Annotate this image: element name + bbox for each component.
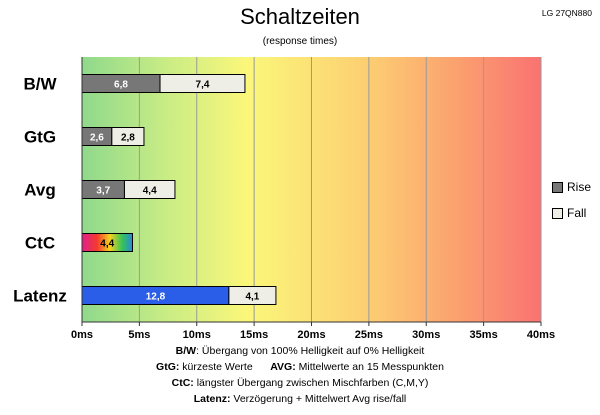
x-tick-label: 25ms [355,329,383,341]
x-tick-label: 20ms [297,329,325,341]
value-label-fall-avg: 4,4 [143,186,157,197]
note-ctc: CtC: längster Übergang zwischen Mischfar… [171,377,429,389]
x-tick-label: 0ms [71,329,93,341]
value-label-fall-bw: 7,4 [196,80,210,91]
legend-label-fall: Fall [567,206,587,220]
legend-item-fall: Fall [552,206,586,220]
value-label-rise-gtg: 2,6 [90,133,104,144]
bar-fall-latenz [228,286,277,305]
value-label-rise-bw: 6,8 [114,80,128,91]
legend-item-rise: Rise [552,180,591,194]
category-label: Latenz [13,287,67,306]
chart-canvas: 6,8 7,4 2,6 2,8 3,7 4,4 4,4 12,8 4,1 B/W GtG Avg Ct… [13,57,555,341]
value-label-rise-avg: 3,7 [96,186,110,197]
category-label: Avg [24,181,56,200]
x-tick-label: 5ms [128,329,150,341]
legend-swatch-fall [552,207,563,219]
bar-fall-avg [123,180,176,199]
category-label: B/W [23,75,57,94]
chart-title: Schaltzeiten [240,4,360,29]
legend-label-rise: Rise [567,180,592,194]
x-tick-label: 10ms [183,329,211,341]
category-label: CtC [25,234,55,253]
value-label-fall-latenz: 4,1 [245,292,259,303]
value-label-fall-gtg: 2,8 [121,133,135,144]
note-gtg-avg: GtG: kürzeste Werte AVG: Mittelwerte an … [156,361,444,373]
legend-swatch-rise [552,181,563,193]
x-tick-label: 30ms [412,329,440,341]
bar-fall-gtg [111,127,145,146]
x-tick-label: 15ms [240,329,268,341]
note-bw: B/W: Übergang von 100% Helligkeit auf 0%… [175,345,425,357]
value-label-rise-latenz: 12,8 [146,292,166,303]
x-tick-label: 40ms [527,329,555,341]
monitor-model: LG 27QN880 [541,8,592,18]
notes: B/W: Übergang von 100% Helligkeit auf 0%… [0,343,600,407]
value-label-ctc: 4,4 [100,239,114,250]
note-latency: Latenz: Verzögerung + Mittelwert Avg ris… [193,393,407,405]
category-label: GtG [24,128,56,147]
chart-subtitle: (response times) [262,36,338,47]
x-tick-label: 35ms [470,329,498,341]
bar-fall-bw [159,74,246,93]
